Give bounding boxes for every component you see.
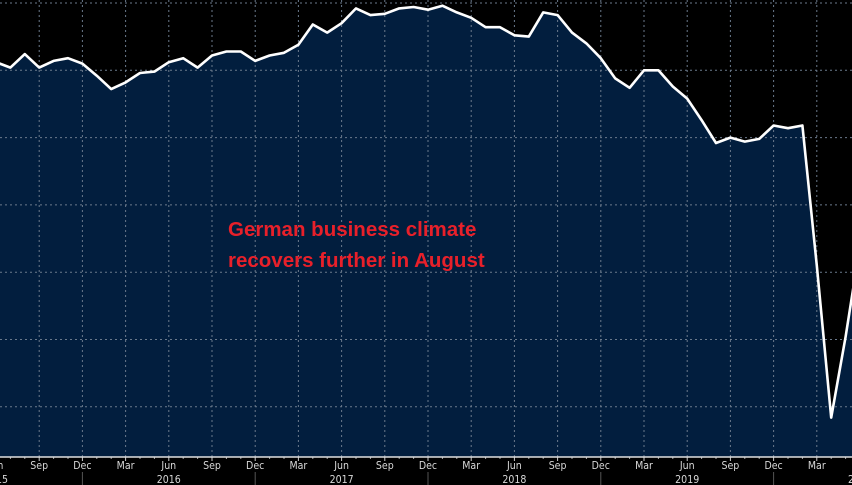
x-tick-label: Jun bbox=[0, 460, 3, 472]
x-tick-label: Jun bbox=[506, 460, 522, 472]
x-tick-label: Mar bbox=[289, 460, 307, 472]
x-tick-label: Sep bbox=[721, 460, 739, 472]
x-tick-label: Mar bbox=[462, 460, 480, 472]
chart-annotation: German business climate recovers further… bbox=[228, 214, 485, 276]
x-tick-label: Sep bbox=[376, 460, 394, 472]
x-tick-label: Dec bbox=[419, 460, 437, 472]
x-tick-label: Dec bbox=[246, 460, 264, 472]
year-label: 2020 bbox=[848, 474, 852, 485]
year-label: 2017 bbox=[330, 474, 354, 485]
annotation-line-2: recovers further in August bbox=[228, 249, 485, 272]
x-tick-label: Mar bbox=[117, 460, 135, 472]
year-label: 2018 bbox=[502, 474, 526, 485]
annotation-line-1: German business climate bbox=[228, 218, 477, 241]
year-label: 2019 bbox=[675, 474, 699, 485]
year-label: 2015 bbox=[0, 474, 8, 485]
x-tick-label: Mar bbox=[635, 460, 653, 472]
x-tick-label: Jun bbox=[333, 460, 349, 472]
area-fill bbox=[0, 5, 852, 457]
x-tick-label: Dec bbox=[73, 460, 91, 472]
x-tick-label: Jun bbox=[679, 460, 695, 472]
x-tick-label: Dec bbox=[592, 460, 610, 472]
x-tick-label: Dec bbox=[764, 460, 782, 472]
x-tick-label: Sep bbox=[30, 460, 48, 472]
x-tick-label: Mar bbox=[808, 460, 826, 472]
year-label: 2016 bbox=[157, 474, 181, 485]
x-tick-label: Sep bbox=[549, 460, 567, 472]
x-tick-label: Jun bbox=[160, 460, 176, 472]
x-tick-label: Sep bbox=[203, 460, 221, 472]
